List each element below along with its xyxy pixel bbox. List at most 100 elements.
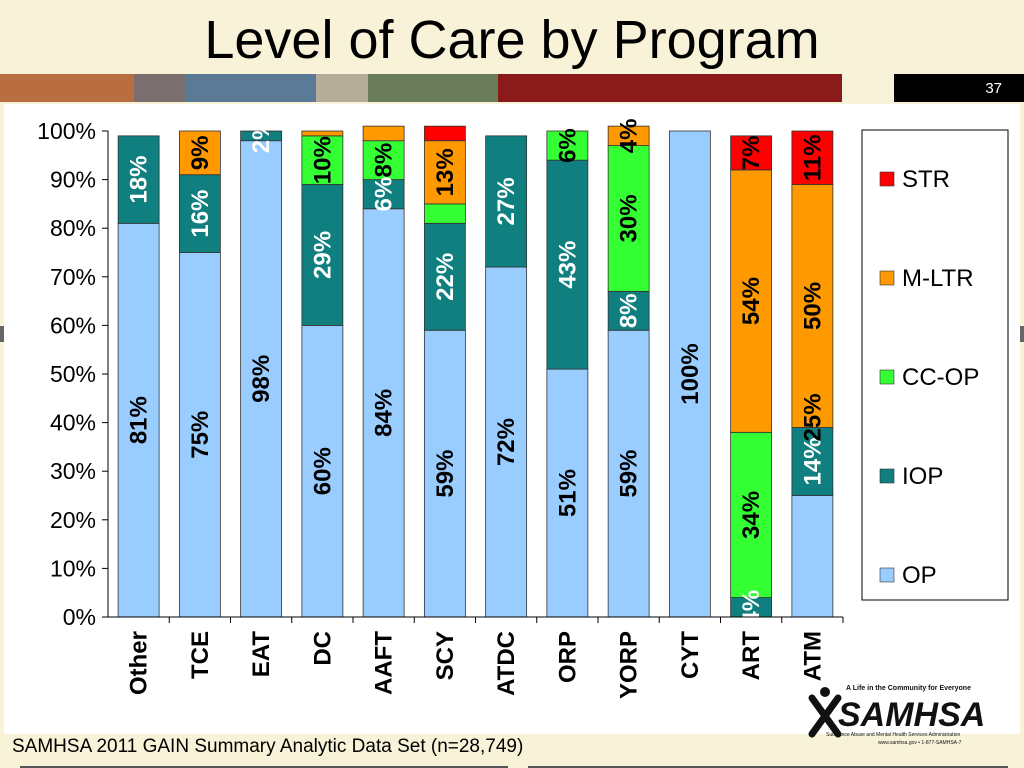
logo-contact: www.samhsa.gov • 1-877-SAMHSA-7 xyxy=(878,740,962,746)
bar-segment-iop xyxy=(485,135,528,268)
bar-segment-cc-op xyxy=(730,431,773,598)
data-label: 25% xyxy=(799,393,826,441)
y-tick-label: 50% xyxy=(50,361,96,387)
data-label: 29% xyxy=(309,231,336,279)
slide-title: Level of Care by Program xyxy=(204,10,820,70)
data-label: 34% xyxy=(738,491,765,539)
x-category-label: TCE xyxy=(187,631,214,679)
x-category-label: Other xyxy=(126,631,153,695)
data-label: 4% xyxy=(738,590,765,625)
bar-segment-op xyxy=(423,329,466,618)
bar-segment-iop xyxy=(178,174,221,253)
data-label: 100% xyxy=(677,343,704,404)
footer-rule-right xyxy=(528,766,1008,768)
bar-segment-op xyxy=(607,329,650,618)
legend-label: IOP xyxy=(902,463,943,490)
data-label: 84% xyxy=(371,389,398,437)
bar-segment-iop xyxy=(301,184,344,326)
bar-segment-m-ltr xyxy=(730,169,773,433)
data-label: 22% xyxy=(432,253,459,301)
data-label: 4% xyxy=(616,119,643,154)
footer-rule-left xyxy=(20,766,508,768)
data-label: 30% xyxy=(616,194,643,242)
logo-figure-icon xyxy=(808,694,842,738)
x-category-label: CYT xyxy=(677,631,704,679)
bar-segment-op xyxy=(240,140,283,618)
y-tick-label: 60% xyxy=(50,312,96,338)
bar-segment-iop xyxy=(423,222,466,331)
x-category-label: DC xyxy=(309,631,336,666)
bar-segment-cc-op xyxy=(546,130,589,161)
data-label: 27% xyxy=(493,177,520,225)
bar-segment-op xyxy=(791,495,834,618)
strip-segment xyxy=(316,74,368,102)
data-label: 18% xyxy=(126,156,153,204)
x-category-label: YORP xyxy=(616,631,643,699)
bar-segment-m-ltr xyxy=(178,130,221,176)
source-caption: SAMHSA 2011 GAIN Summary Analytic Data S… xyxy=(12,736,524,757)
page-number: 37 xyxy=(985,80,1002,97)
x-category-label: ART xyxy=(738,631,765,681)
y-tick-label: 40% xyxy=(50,410,96,436)
legend-label: STR xyxy=(902,166,950,193)
right-edge-mark xyxy=(1020,326,1024,342)
bar-segment-iop xyxy=(240,130,283,142)
bar-segment-op xyxy=(178,252,221,618)
logo-head-icon xyxy=(820,687,830,697)
y-axis: 0% 10% 20% 30% 40% 50% 60% 70% 80% 90% 100% xyxy=(37,118,109,630)
left-edge-mark xyxy=(0,326,4,342)
y-tick-label: 30% xyxy=(50,458,96,484)
legend-label: CC-OP xyxy=(902,364,979,391)
y-tick-label: 90% xyxy=(50,167,96,193)
bar-segment-cc-op xyxy=(362,140,405,181)
data-label: 75% xyxy=(187,411,214,459)
legend-swatch xyxy=(879,369,895,385)
strip-segment xyxy=(842,74,894,102)
bar-segment-iop xyxy=(791,427,834,496)
data-label: 9% xyxy=(187,136,214,171)
bar-segment-str xyxy=(730,135,773,171)
legend-swatch xyxy=(879,171,895,187)
bar-segment-m-ltr xyxy=(362,125,405,142)
bar-segment-op xyxy=(117,222,160,618)
color-strip xyxy=(0,74,1024,102)
legend-swatch xyxy=(879,468,895,484)
data-label: 59% xyxy=(432,450,459,498)
logo-tagline: A Life in the Community for Everyone xyxy=(846,685,971,692)
bar-segment-cc-op xyxy=(301,135,344,185)
strip-segment xyxy=(894,74,1024,102)
legend: STR M-LTR CC-OP IOP OP xyxy=(879,166,979,589)
strip-segment xyxy=(186,74,316,102)
data-label: 2% xyxy=(248,119,275,154)
data-labels: 81%18%75%16%9%98%2%60%29%10%84%6%8%59%22… xyxy=(126,119,827,625)
bar-segment-str xyxy=(791,130,834,185)
data-label: 14% xyxy=(799,437,826,485)
strip-segment xyxy=(134,74,186,102)
y-tick-label: 80% xyxy=(50,215,96,241)
bar-segment-m-ltr xyxy=(607,125,650,146)
bar-segment-m-ltr xyxy=(423,140,466,205)
logo-wordmark: SAMHSA xyxy=(838,696,985,734)
bar-segment-m-ltr xyxy=(791,184,834,428)
data-label: 6% xyxy=(554,128,581,163)
logo-subtitle: Substance Abuse and Mental Health Servic… xyxy=(826,732,960,738)
x-category-label: ATDC xyxy=(493,631,520,696)
strip-segment xyxy=(498,74,842,102)
strip-segment xyxy=(0,74,134,102)
legend-swatch xyxy=(879,567,895,583)
bar-segment-iop xyxy=(117,135,160,224)
samhsa-logo: A Life in the Community for Everyone SAM… xyxy=(808,685,985,746)
bar-segment-m-ltr xyxy=(301,130,344,137)
y-tick-label: 20% xyxy=(50,507,96,533)
bar-segment-str xyxy=(423,125,466,142)
legend-swatch xyxy=(879,270,895,286)
x-category-label: ATM xyxy=(799,631,826,681)
bar-segment-op xyxy=(546,368,589,618)
data-label: 6% xyxy=(371,177,398,212)
data-label: 59% xyxy=(616,450,643,498)
data-label: 51% xyxy=(554,469,581,517)
legend-label: M-LTR xyxy=(902,265,974,292)
x-category-label: AAFT xyxy=(371,631,398,695)
x-category-label: ORP xyxy=(554,631,581,683)
